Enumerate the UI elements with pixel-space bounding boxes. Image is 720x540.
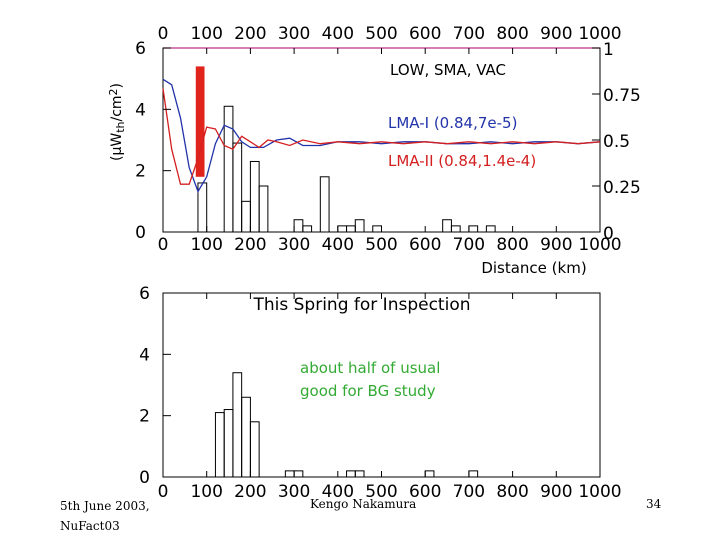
histogram-bar-6 [293, 219, 304, 233]
histogram-bar-9 [424, 470, 435, 478]
x-tick-top-1: 100 [190, 24, 222, 44]
histogram-bar-3 [241, 200, 251, 233]
y-tick-left-3: 6 [139, 284, 150, 304]
footer-page-number: 34 [646, 497, 662, 511]
histogram-bar-5 [258, 185, 269, 233]
y-tick-right-0: 0 [603, 224, 614, 244]
x-tick-top-10: 1000 [578, 24, 621, 44]
histogram-bar-10 [346, 225, 356, 233]
histogram-bar-4 [249, 421, 260, 478]
x-tick-bottom-5: 500 [365, 482, 397, 502]
y-axis-label-part-2: /cm [109, 95, 125, 121]
x-tick-top-7: 700 [453, 24, 485, 44]
x-tick-bottom-9: 900 [540, 482, 572, 502]
histogram-bar-13 [442, 219, 452, 233]
histogram-bar-1 [223, 105, 234, 233]
x-tick-bottom-1: 100 [190, 482, 222, 502]
legend-label-1: LOW, SMA, VAC [390, 61, 506, 79]
histogram-bar-2 [232, 142, 243, 233]
x-tick-top-2: 200 [234, 24, 266, 44]
histogram-bar-10 [468, 470, 479, 478]
x-tick-top-3: 300 [278, 24, 310, 44]
histogram-bar-8 [319, 176, 330, 233]
y-axis-label-part-3: 2 [107, 88, 120, 95]
histogram-bar-11 [354, 219, 365, 233]
chart-title: This Spring for Inspection [253, 295, 471, 315]
x-tick-bottom-6: 600 [409, 482, 441, 502]
y-tick-left-1: 2 [135, 162, 146, 182]
x-tick-bottom-4: 400 [322, 482, 354, 502]
histogram-bar-3 [241, 396, 251, 478]
x-tick-bottom-2: 200 [234, 482, 266, 502]
histogram-bar-5 [284, 470, 295, 478]
legend-label-2: LMA-I (0.84,7e-5) [388, 114, 517, 132]
footer-venue: NuFact03 [60, 519, 120, 533]
plot-frame [162, 47, 601, 233]
y-tick-right-3: 0.75 [603, 86, 641, 106]
x-tick-bottom-0: 0 [158, 235, 169, 255]
x-tick-bottom-10: 1000 [578, 482, 621, 502]
series-line-3 [162, 88, 601, 185]
x-tick-top-8: 800 [496, 24, 528, 44]
y-tick-left-1: 2 [139, 407, 150, 427]
x-tick-bottom-4: 400 [322, 235, 354, 255]
y-tick-left-2: 4 [139, 345, 150, 365]
x-tick-bottom-5: 500 [365, 235, 397, 255]
y-axis-label-part-4: ) [109, 83, 125, 88]
y-axis-label: (μWth/cm2) [107, 83, 127, 161]
x-tick-top-6: 600 [409, 24, 441, 44]
highlight-band [195, 66, 205, 177]
legend-label-3: LMA-II (0.84,1.4e-4) [388, 152, 536, 170]
histogram-bar-0 [214, 412, 225, 478]
x-tick-bottom-9: 900 [540, 235, 572, 255]
histogram-bar-8 [354, 470, 365, 478]
top-chart: LOW, SMA, VAC LMA-I (0.84,7e-5) LMA-II (0.… [107, 24, 641, 277]
x-tick-bottom-2: 200 [234, 235, 266, 255]
y-tick-left-0: 0 [139, 468, 150, 488]
histogram-bar-14 [450, 225, 461, 233]
y-tick-left-2: 4 [135, 100, 146, 120]
x-tick-top-5: 500 [365, 24, 397, 44]
histogram-bar-6 [293, 470, 304, 478]
footer-date-venue: 5th June 2003, NuFact03 [60, 496, 150, 536]
footer-date: 5th June 2003, [60, 499, 150, 513]
x-tick-bottom-1: 100 [190, 235, 222, 255]
y-tick-right-4: 1 [603, 40, 614, 60]
y-tick-right-2: 0.5 [603, 132, 630, 152]
histogram-bar-1 [223, 409, 234, 478]
y-tick-right-1: 0.25 [603, 178, 641, 198]
histogram-bar-12 [372, 225, 383, 233]
histogram-bar-2 [232, 372, 243, 478]
y-axis-label-part-0: (μW [109, 133, 125, 161]
annotation-line-1: good for BG study [300, 382, 436, 400]
footer-author: Kengo Nakamura [310, 497, 417, 511]
x-tick-bottom-3: 300 [278, 235, 310, 255]
x-tick-top-4: 400 [322, 24, 354, 44]
histogram-bar-7 [346, 470, 356, 478]
histogram-bar-4 [249, 160, 260, 233]
x-tick-bottom-7: 700 [453, 235, 485, 255]
histogram-bar-15 [468, 225, 479, 233]
y-tick-left-0: 0 [135, 223, 146, 243]
x-tick-bottom-8: 800 [496, 235, 528, 255]
x-tick-bottom-7: 700 [453, 482, 485, 502]
x-tick-bottom-8: 800 [496, 482, 528, 502]
x-tick-bottom-6: 600 [409, 235, 441, 255]
histogram-bar-7 [302, 225, 313, 233]
histogram-bar-9 [337, 225, 348, 233]
x-axis-label: Distance (km) [481, 259, 586, 277]
x-tick-bottom-3: 300 [278, 482, 310, 502]
annotation-line-0: about half of usual [300, 359, 440, 377]
x-tick-bottom-10: 1000 [578, 235, 621, 255]
series-line-2 [162, 78, 601, 194]
y-axis-label-part-1: th [114, 121, 127, 132]
y-tick-left-3: 6 [135, 39, 146, 59]
histogram-bar-16 [485, 225, 496, 233]
x-tick-top-9: 900 [540, 24, 572, 44]
x-tick-top-0: 0 [158, 24, 169, 44]
bottom-chart: 0 100 200 300 400 500 600 700 800 900 1000 0 2 4 6 This… [139, 284, 621, 502]
x-tick-bottom-0: 0 [158, 482, 169, 502]
